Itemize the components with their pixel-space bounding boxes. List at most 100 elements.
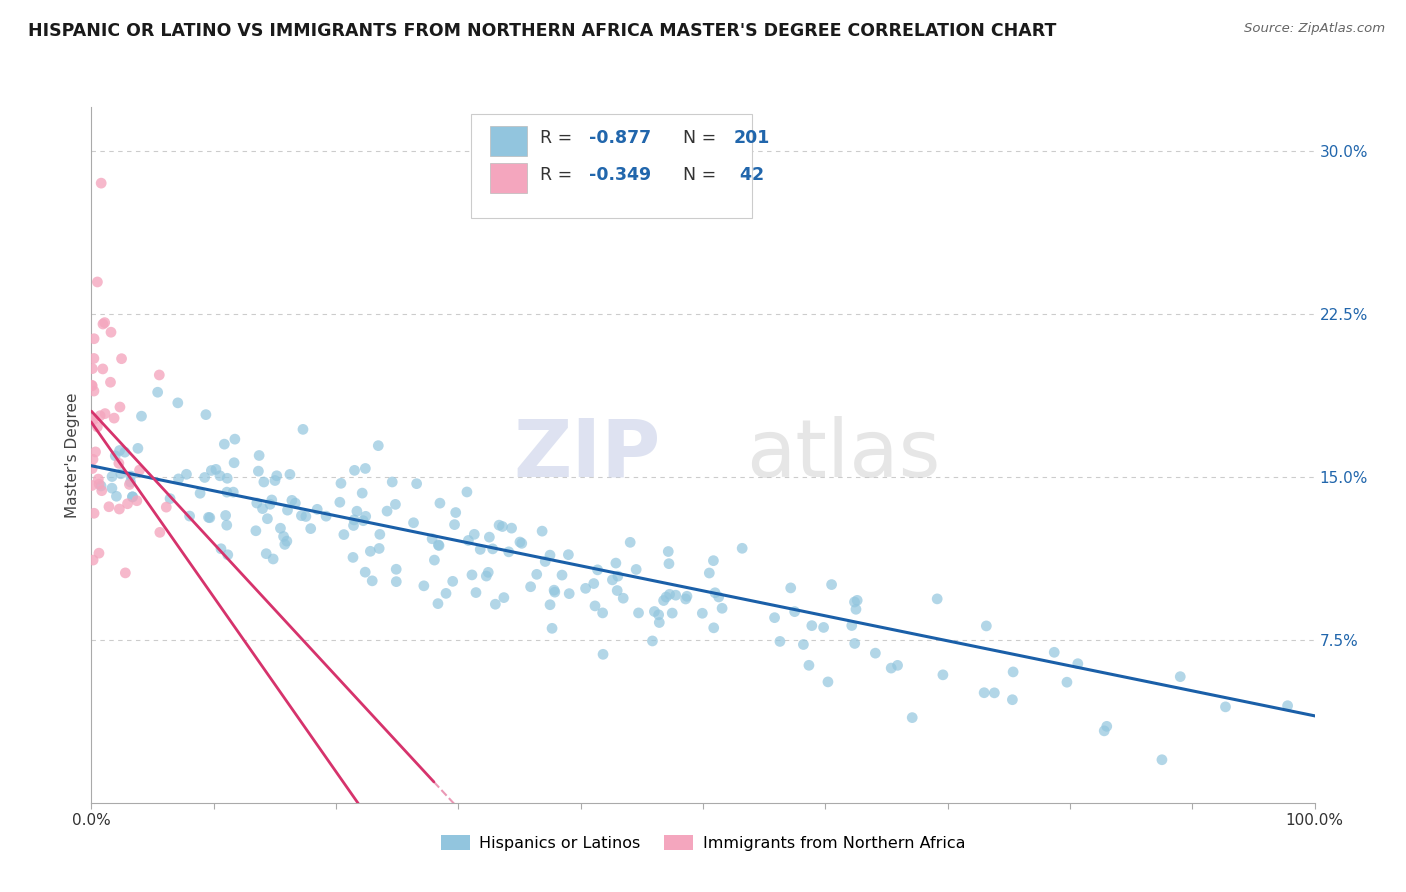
Point <box>276 503 298 517</box>
Point <box>779 581 801 595</box>
Point <box>606 569 628 583</box>
Point <box>188 486 211 500</box>
Point <box>983 686 1005 700</box>
Point <box>461 568 484 582</box>
Point <box>509 535 531 549</box>
Point <box>792 638 814 652</box>
Point <box>245 524 267 538</box>
Point <box>354 509 377 524</box>
Point <box>976 619 998 633</box>
Point <box>209 541 232 556</box>
Point <box>1168 670 1191 684</box>
Point <box>543 583 565 598</box>
Point <box>121 490 143 504</box>
Point <box>1092 723 1115 738</box>
Point <box>101 469 124 483</box>
Point <box>252 501 274 516</box>
Point <box>105 489 128 503</box>
Point <box>492 591 515 605</box>
Point <box>82 378 104 392</box>
Point <box>1095 719 1118 733</box>
Point <box>384 497 406 511</box>
Point <box>501 521 523 535</box>
Point <box>217 471 239 485</box>
Point <box>361 574 384 588</box>
Point <box>655 590 678 604</box>
Point <box>90 483 112 498</box>
Point <box>385 562 408 576</box>
Point <box>273 529 295 543</box>
Point <box>253 475 276 489</box>
Point <box>89 477 111 491</box>
Point <box>278 467 301 482</box>
Point <box>259 497 281 511</box>
Point <box>82 553 104 567</box>
Point <box>484 597 506 611</box>
Point <box>117 497 139 511</box>
Point <box>574 582 596 596</box>
Point <box>352 486 374 500</box>
Point <box>307 502 329 516</box>
Point <box>1043 645 1066 659</box>
FancyBboxPatch shape <box>491 162 527 194</box>
Point <box>83 332 105 346</box>
Point <box>901 711 924 725</box>
Point <box>1067 657 1090 671</box>
Point <box>457 533 479 548</box>
Point <box>886 658 908 673</box>
Point <box>477 566 499 580</box>
Point <box>179 509 201 524</box>
Point <box>127 442 149 456</box>
Text: -0.349: -0.349 <box>589 166 651 185</box>
Point <box>478 530 501 544</box>
Point <box>89 409 111 423</box>
Point <box>647 607 669 622</box>
Point <box>368 541 391 556</box>
Point <box>114 566 136 580</box>
Point <box>224 432 246 446</box>
Point <box>125 493 148 508</box>
Point <box>104 449 127 463</box>
Text: R =: R = <box>540 166 578 185</box>
Point <box>82 361 104 376</box>
Point <box>519 580 541 594</box>
Point <box>197 510 219 524</box>
Point <box>605 556 627 570</box>
Point <box>426 597 449 611</box>
Point <box>354 461 377 475</box>
Point <box>583 599 606 613</box>
Point <box>108 502 131 516</box>
Point <box>491 519 513 533</box>
Point <box>444 506 467 520</box>
Point <box>427 538 450 552</box>
Point <box>82 452 104 467</box>
Point <box>103 411 125 425</box>
Point <box>544 585 567 599</box>
Point <box>627 606 650 620</box>
Point <box>465 585 488 599</box>
Point <box>538 598 561 612</box>
Point <box>510 536 533 550</box>
Point <box>641 634 664 648</box>
Point <box>385 574 408 589</box>
Point <box>354 565 377 579</box>
Point <box>558 587 581 601</box>
Point <box>657 544 679 558</box>
Point <box>222 456 245 470</box>
Point <box>648 615 671 630</box>
Point <box>619 535 641 549</box>
Point <box>83 351 105 366</box>
Point <box>118 477 141 491</box>
Point <box>405 476 427 491</box>
Point <box>208 468 231 483</box>
Point <box>592 606 614 620</box>
Text: ZIP: ZIP <box>513 416 661 494</box>
Point <box>927 591 949 606</box>
Point <box>800 618 823 632</box>
Point <box>817 674 839 689</box>
Point <box>769 634 792 648</box>
Point <box>166 396 188 410</box>
Point <box>844 595 866 609</box>
Point <box>498 545 520 559</box>
Point <box>624 562 647 576</box>
